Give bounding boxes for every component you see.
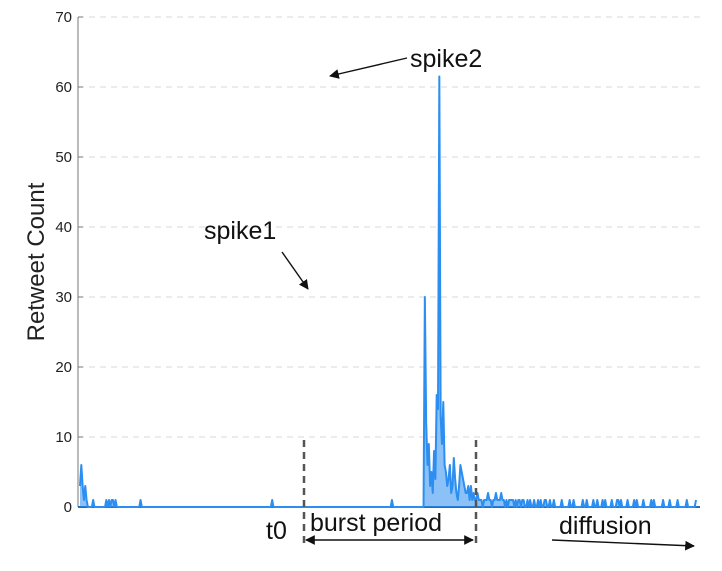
- spike2-arrow: [329, 57, 408, 79]
- spike2-label: spike2: [410, 45, 482, 73]
- y-tick-label: 50: [55, 149, 72, 166]
- y-tick-label: 40: [55, 219, 72, 236]
- series-layer: [79, 75, 697, 508]
- series-0-line: [79, 75, 697, 508]
- diffusion-label: diffusion: [559, 512, 652, 540]
- spike1-label: spike1: [204, 217, 276, 245]
- y-tick-label: 10: [55, 429, 72, 446]
- annotations: Retweet Count spike2 spike1 t0 burst per…: [23, 45, 695, 551]
- t0-label: t0: [266, 517, 287, 545]
- y-tick-label: 0: [64, 499, 72, 516]
- spike1-arrow: [281, 251, 309, 290]
- axes: 0 10 20 30 40 50 60 70: [55, 9, 700, 516]
- y-tick-label: 20: [55, 359, 72, 376]
- y-tick-label: 30: [55, 289, 72, 306]
- gridlines: [78, 16, 700, 438]
- y-axis-label: Retweet Count: [23, 182, 50, 341]
- series-0-area: [80, 76, 696, 507]
- y-tick-label: 60: [55, 79, 72, 96]
- y-tick-label: 70: [55, 9, 72, 26]
- diffusion-arrow: [551, 539, 695, 551]
- burst-period-label: burst period: [310, 509, 442, 537]
